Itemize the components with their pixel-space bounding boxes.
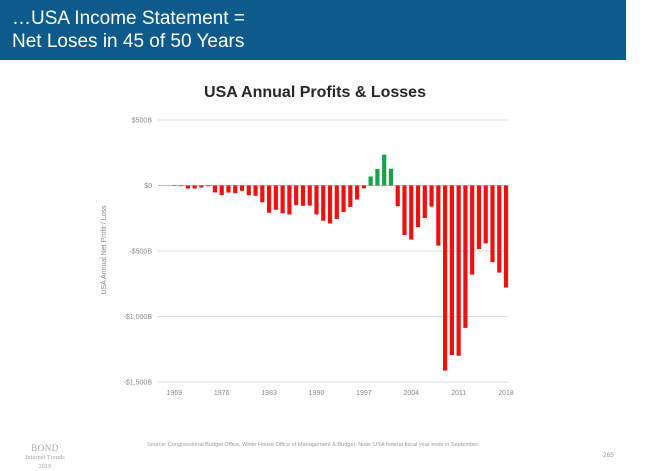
bar — [422, 185, 427, 218]
x-tick-label: 2018 — [498, 390, 514, 397]
bar — [463, 185, 468, 328]
bar — [260, 185, 265, 203]
bar — [341, 185, 346, 213]
y-tick-label: -$1,500B — [124, 380, 153, 387]
bar — [300, 185, 306, 206]
banner-title-line-1: …USA Income Statement = — [12, 8, 245, 29]
y-tick-label: $0 — [144, 183, 152, 190]
bar — [226, 185, 231, 193]
bar — [415, 185, 421, 228]
bond-logo: BOND Internet Trends 2019 — [20, 444, 70, 471]
bar — [476, 185, 482, 250]
bars — [172, 154, 509, 371]
bar — [253, 185, 258, 196]
bar — [443, 185, 448, 371]
bar — [429, 185, 434, 207]
bar — [246, 185, 251, 196]
bar — [172, 185, 177, 186]
x-tick-label: 1997 — [356, 390, 372, 397]
bar — [348, 185, 353, 207]
bar — [388, 168, 394, 186]
source-note: Source: Congressional Budget Office, Whi… — [147, 442, 480, 448]
bar — [375, 168, 380, 186]
x-tick-label: 1990 — [309, 390, 325, 397]
bar — [321, 185, 326, 221]
x-tick-label: 2004 — [403, 390, 419, 397]
title-banner: …USA Income Statement = Net Loses in 45 … — [0, 0, 626, 60]
bar — [503, 185, 509, 288]
x-tick-label: 1976 — [214, 390, 230, 397]
bar — [185, 185, 190, 189]
bar — [436, 185, 441, 246]
bar — [483, 185, 488, 244]
bar — [409, 185, 414, 240]
bar — [382, 154, 387, 186]
bar — [273, 185, 278, 210]
bar — [192, 185, 197, 189]
bar — [219, 185, 224, 196]
bar — [449, 185, 454, 356]
logo-text: BOND — [31, 443, 59, 453]
bar — [402, 185, 407, 236]
bar — [206, 185, 211, 187]
banner-title-line-2: Net Loses in 45 of 50 Years — [12, 31, 245, 52]
bar — [334, 185, 339, 219]
bar — [280, 185, 285, 214]
bar — [456, 185, 461, 356]
x-tick-label: 2011 — [451, 390, 466, 397]
bar — [239, 185, 245, 191]
gridlines — [158, 119, 508, 383]
y-axis-label: USA Annual Net Profit / Loss — [101, 205, 108, 295]
bar — [287, 185, 292, 215]
axes: $500B $0 -$500B -$1,000B -$1,500B 1969 1976 198… — [124, 118, 514, 398]
bar — [368, 176, 373, 186]
bar — [307, 185, 312, 206]
bar — [212, 185, 218, 193]
y-tick-label: -$500B — [129, 249, 152, 256]
logo-subtitle: Internet Trends — [25, 454, 65, 461]
bar — [327, 185, 333, 224]
chart-title: USA Annual Profits & Losses — [204, 84, 426, 101]
bar — [266, 185, 272, 213]
bar — [497, 185, 502, 273]
bar — [199, 185, 204, 188]
bar — [490, 185, 495, 263]
bar — [314, 185, 319, 215]
y-tick-label: $500B — [132, 118, 153, 125]
bar — [233, 185, 238, 194]
bar — [294, 185, 299, 206]
bar — [395, 185, 400, 207]
bar — [470, 185, 475, 275]
page-number: 265 — [603, 452, 614, 459]
bar — [354, 185, 360, 200]
bar — [361, 185, 366, 189]
x-tick-label: 1969 — [167, 390, 183, 397]
y-tick-label: -$1,000B — [124, 314, 153, 321]
logo-year: 2019 — [38, 463, 52, 470]
x-tick-label: 1983 — [261, 390, 277, 397]
bar — [178, 185, 184, 187]
